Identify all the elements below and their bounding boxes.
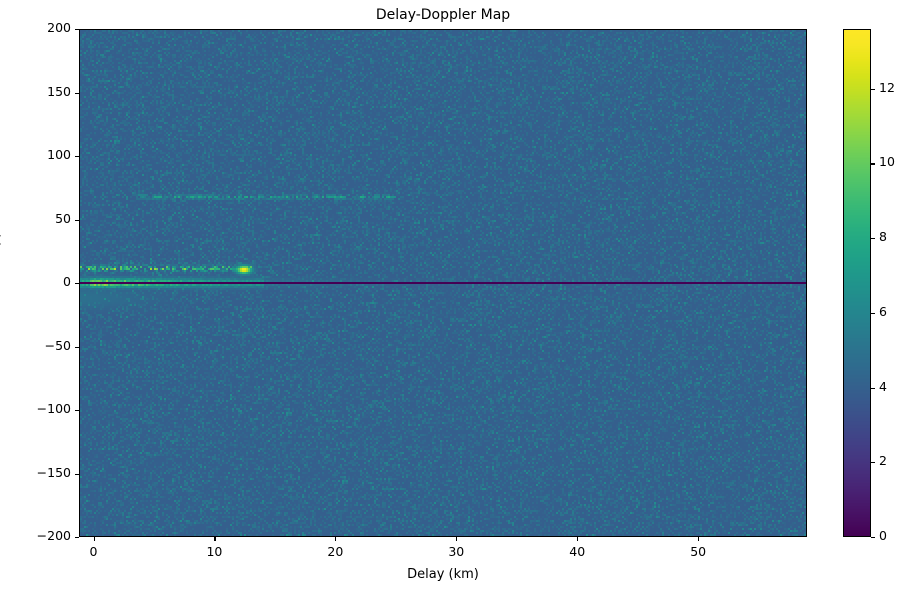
y-axis-tick: −150 <box>37 465 79 480</box>
y-axis-tick: 100 <box>47 147 79 162</box>
y-axis-tick: −200 <box>37 528 79 543</box>
colorbar-tick-label: 2 <box>879 453 887 469</box>
y-tick-label: 200 <box>47 20 71 35</box>
x-tick-mark <box>456 537 458 541</box>
y-tick-mark <box>75 346 79 348</box>
colorbar-gradient <box>843 29 871 537</box>
y-tick-label: −50 <box>44 337 71 353</box>
x-tick-mark <box>335 537 337 541</box>
colorbar-tick-mark <box>871 312 875 314</box>
y-tick-mark <box>75 219 79 221</box>
x-tick-mark <box>214 537 216 541</box>
y-tick-mark <box>75 537 79 539</box>
y-tick-mark <box>75 29 79 31</box>
y-axis-tick: 150 <box>47 84 79 99</box>
colorbar-tick-label: 4 <box>879 378 887 394</box>
y-tick-mark <box>75 410 79 412</box>
y-axis-label: Doppler (Hz) <box>0 181 2 263</box>
y-axis-tick: 0 <box>63 274 79 289</box>
x-tick-label: 10 <box>206 544 223 559</box>
y-tick-label: 0 <box>63 274 71 289</box>
y-tick-mark <box>75 473 79 475</box>
colorbar-tick-mark <box>871 88 875 90</box>
x-tick-label: 40 <box>569 544 586 559</box>
x-tick-label: 30 <box>448 544 465 559</box>
x-axis-label: Delay (km) <box>407 567 479 582</box>
colorbar-image <box>844 30 870 536</box>
y-tick-mark <box>75 92 79 94</box>
colorbar-tick-mark <box>871 387 875 389</box>
x-tick-label: 0 <box>89 544 98 559</box>
colorbar-tick-label: 12 <box>879 79 895 95</box>
y-axis-tick: −50 <box>45 338 79 353</box>
page-title: Delay-Doppler Map <box>375 7 511 23</box>
y-axis-tick: 200 <box>47 20 79 35</box>
colorbar-tick-mark <box>871 462 875 464</box>
y-tick-label: −150 <box>36 464 71 480</box>
y-tick-label: −100 <box>36 401 71 416</box>
x-tick-mark <box>93 537 95 541</box>
colorbar-tick-mark <box>871 537 875 539</box>
x-tick-label: 20 <box>327 544 344 559</box>
y-axis-tick: 50 <box>55 211 79 226</box>
colorbar-tick-label: 0 <box>879 528 887 543</box>
colorbar-tick-mark <box>871 163 875 165</box>
x-tick-mark <box>577 537 579 541</box>
x-tick-label: 50 <box>690 544 707 559</box>
x-tick-mark <box>698 537 700 541</box>
y-tick-label: 150 <box>47 83 71 99</box>
delay-doppler-heatmap-axes[interactable] <box>79 29 807 537</box>
heatmap-image <box>80 30 806 536</box>
y-axis-tick: −100 <box>37 401 79 416</box>
colorbar-tick-label: 8 <box>879 229 887 245</box>
colorbar-tick-label: 6 <box>879 303 887 319</box>
y-tick-label: 100 <box>47 147 71 162</box>
colorbar[interactable]: 0 2 4 6 8 10 12 <box>843 29 895 543</box>
colorbar-tick-label: 10 <box>879 154 895 170</box>
y-tick-label: 50 <box>55 210 71 226</box>
y-tick-mark <box>75 283 79 285</box>
colorbar-tick-mark <box>871 238 875 240</box>
y-tick-label: −200 <box>36 528 71 543</box>
y-tick-mark <box>75 156 79 158</box>
